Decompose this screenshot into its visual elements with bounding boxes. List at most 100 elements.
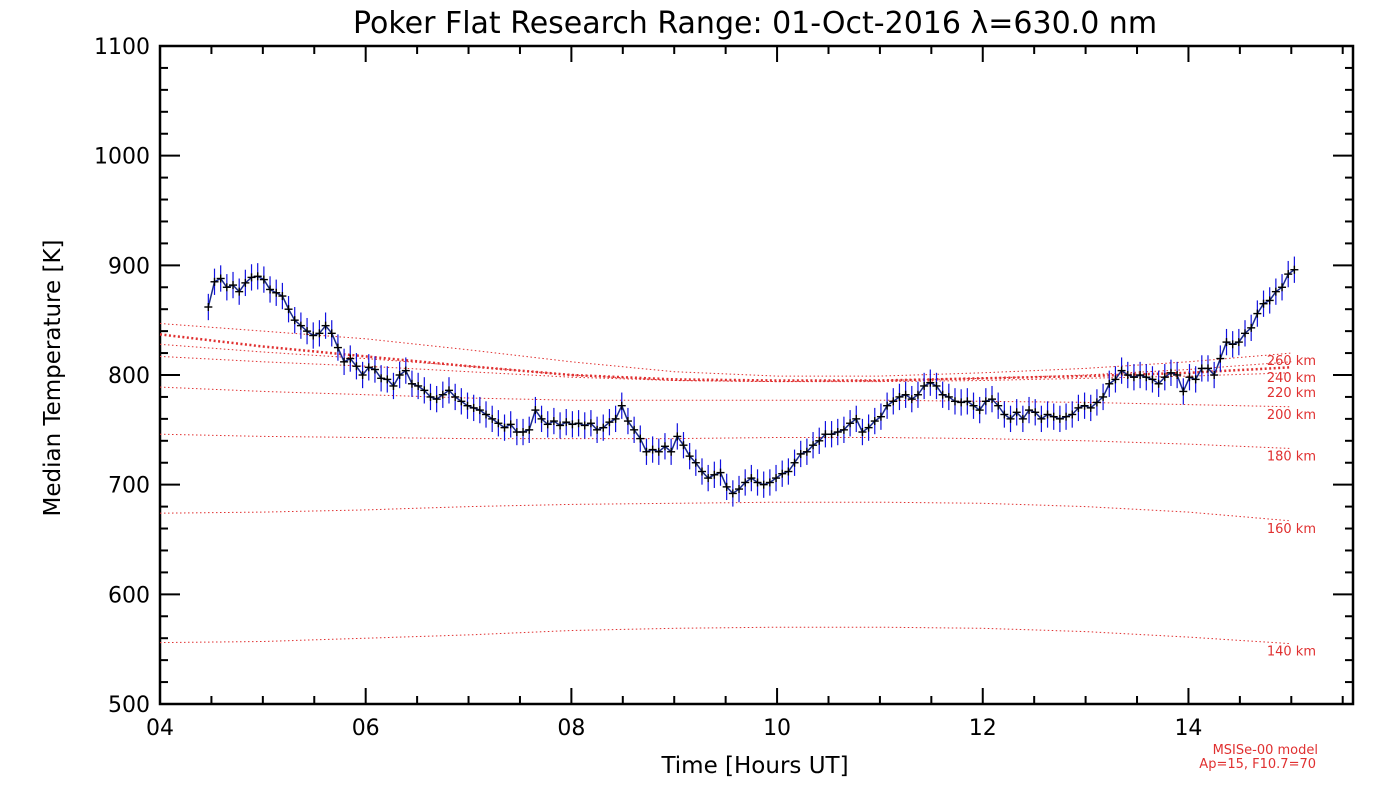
data-point	[642, 447, 651, 456]
data-point	[710, 470, 719, 479]
data-point	[296, 321, 305, 330]
data-point	[846, 419, 855, 428]
data-point	[383, 375, 392, 384]
model-params-note: Ap=15, F10.7=70	[1199, 757, 1316, 772]
measured-series	[204, 256, 1299, 507]
x-tick-label: 08	[557, 716, 585, 741]
data-point	[531, 406, 540, 415]
data-point	[1148, 375, 1157, 384]
data-point	[648, 445, 657, 454]
data-point	[741, 478, 750, 487]
model-curve-260km	[159, 323, 1292, 377]
data-point	[593, 425, 602, 434]
y-tick-label: 500	[108, 693, 150, 718]
data-point	[691, 458, 700, 467]
data-point	[1203, 364, 1212, 373]
x-tick-label: 14	[1174, 716, 1202, 741]
data-point	[1271, 287, 1280, 296]
data-point	[315, 329, 324, 338]
data-point	[1228, 340, 1237, 349]
data-point	[1031, 408, 1040, 417]
data-point	[1222, 338, 1231, 347]
data-point	[370, 365, 379, 374]
data-point	[358, 371, 367, 379]
model-curve-240km	[159, 343, 1292, 383]
data-point	[950, 397, 959, 406]
data-point	[864, 423, 873, 432]
data-point	[309, 331, 318, 340]
data-point	[938, 390, 947, 399]
data-point	[303, 327, 312, 336]
data-point	[809, 441, 818, 450]
data-point	[525, 425, 534, 434]
data-point	[1043, 410, 1052, 419]
data-point	[284, 305, 293, 314]
data-point	[346, 354, 355, 363]
data-point	[1006, 414, 1015, 423]
data-point	[272, 288, 281, 297]
data-point	[327, 329, 336, 338]
data-point	[216, 274, 225, 283]
data-point	[266, 285, 275, 294]
data-point	[765, 478, 774, 487]
data-point	[519, 428, 528, 437]
data-point	[1099, 392, 1108, 401]
data-point	[858, 428, 867, 437]
data-point	[1173, 371, 1182, 379]
data-point	[753, 478, 762, 487]
data-point	[1278, 283, 1287, 292]
data-point	[1185, 373, 1194, 382]
data-point	[562, 418, 571, 427]
data-point	[784, 467, 793, 476]
data-point	[796, 449, 805, 458]
altitude-label: 200 km	[1267, 408, 1316, 423]
data-point	[395, 371, 404, 379]
data-point	[432, 395, 441, 404]
data-point	[235, 287, 244, 296]
data-point	[802, 447, 811, 456]
data-point	[506, 420, 515, 429]
data-point	[426, 392, 435, 401]
data-point	[1136, 371, 1145, 379]
data-point	[463, 401, 472, 410]
data-point	[1210, 371, 1219, 379]
data-point	[543, 420, 552, 429]
altitude-label: 220 km	[1267, 386, 1316, 401]
data-point	[833, 428, 842, 437]
data-point	[420, 386, 429, 395]
data-point	[975, 406, 984, 415]
data-point	[704, 474, 713, 483]
data-point	[1265, 296, 1274, 305]
data-point	[1160, 373, 1169, 382]
data-point	[1105, 379, 1114, 388]
data-point	[901, 390, 910, 399]
model-curve-140km	[159, 626, 1292, 645]
data-point	[278, 292, 287, 301]
data-point	[617, 401, 626, 410]
data-point	[444, 386, 453, 395]
data-point	[907, 395, 916, 404]
data-point	[451, 392, 460, 401]
data-point	[728, 489, 737, 498]
data-point	[605, 418, 614, 427]
data-point	[1000, 410, 1009, 419]
data-point	[660, 442, 669, 451]
data-point	[920, 381, 929, 390]
data-point	[222, 283, 231, 292]
model-curve-160km	[159, 501, 1292, 522]
data-point	[210, 277, 219, 286]
y-tick-label: 800	[108, 364, 150, 389]
data-point	[438, 390, 447, 399]
data-point	[944, 392, 953, 401]
data-point	[957, 398, 966, 407]
axes: 04 06 08 10 12 14 500 600 700 800 900 1000 1100	[94, 35, 1353, 741]
y-tick-label: 1100	[94, 35, 150, 60]
data-point	[889, 397, 898, 406]
data-point	[1092, 398, 1101, 407]
data-point	[685, 452, 694, 461]
data-point	[1049, 412, 1058, 421]
x-tick-label: 12	[969, 716, 997, 741]
data-point	[340, 357, 349, 366]
data-point	[1241, 329, 1250, 338]
data-point	[932, 381, 941, 390]
